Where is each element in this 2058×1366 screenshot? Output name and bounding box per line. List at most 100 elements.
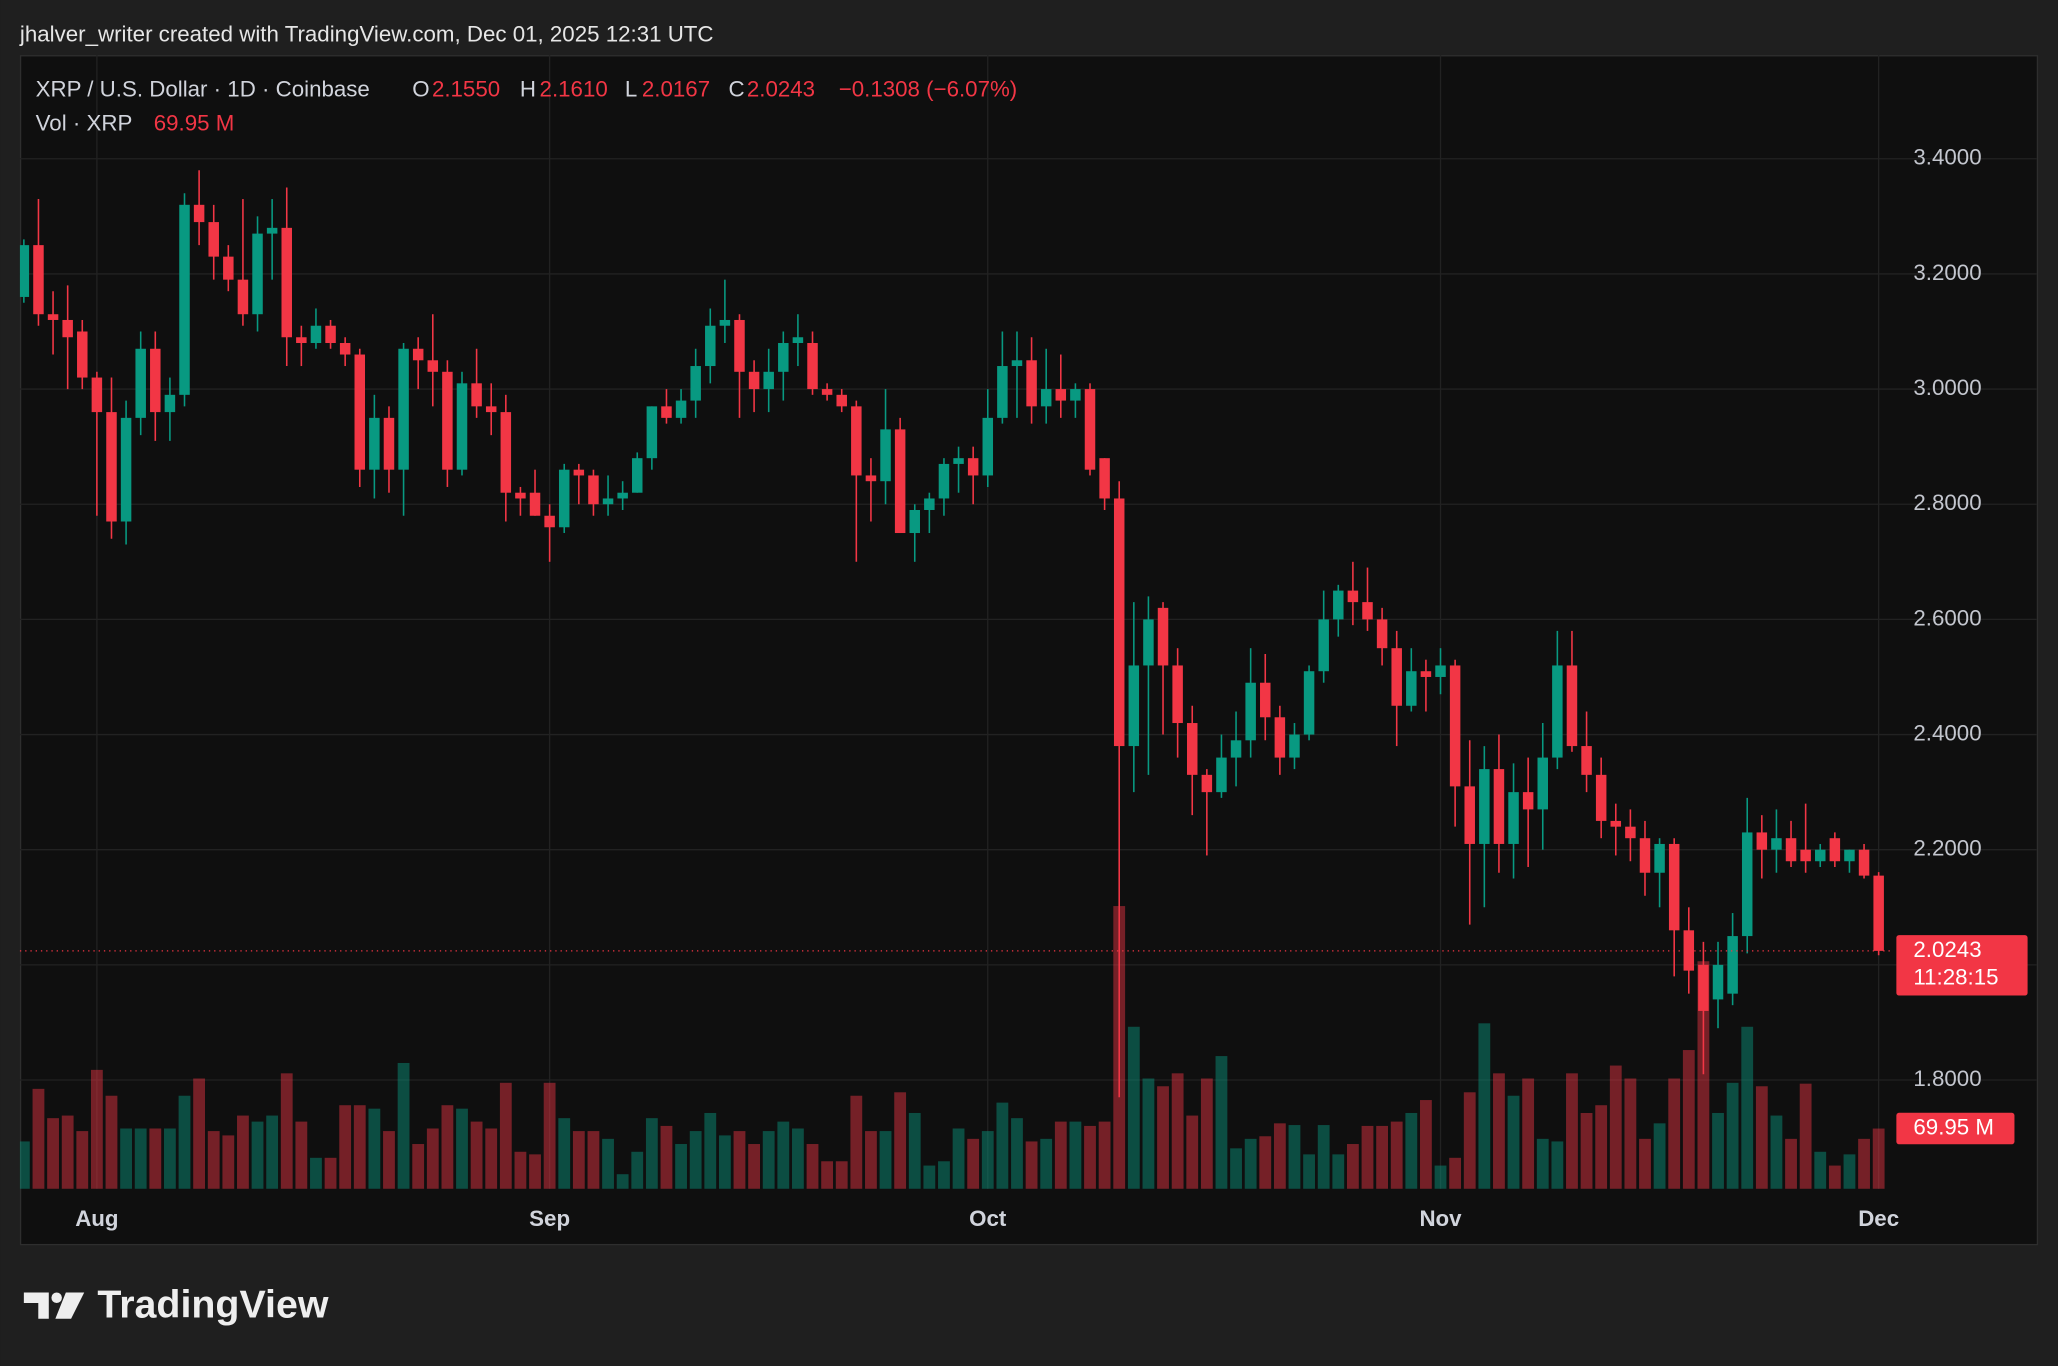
candle-body [1113, 498, 1125, 747]
candle-body [1172, 665, 1183, 724]
candle-body [967, 458, 979, 476]
candle-body [763, 371, 774, 390]
candle-body [47, 314, 59, 320]
candle-body [617, 492, 628, 499]
volume-bar [1726, 1082, 1739, 1189]
candle-body [1712, 964, 1724, 1000]
candle-body [1610, 820, 1622, 827]
volume-bar [134, 1128, 147, 1189]
candle-body [1858, 849, 1870, 876]
candle-body [1216, 757, 1227, 793]
candle-body [1844, 849, 1855, 862]
candle-body [851, 406, 862, 476]
volume-bar [1741, 1026, 1754, 1189]
volume-bar [222, 1135, 235, 1189]
candle-body [1756, 832, 1768, 850]
ohlc-value: 2.1610 [540, 76, 608, 101]
ohlc-prefix: C [729, 76, 745, 101]
candle-body [1464, 786, 1475, 844]
candle-body [705, 325, 716, 367]
candle-body [792, 337, 804, 344]
candle-body [1814, 849, 1826, 862]
candle-body [223, 256, 234, 280]
candle-body [807, 343, 818, 390]
volume-pane [19, 906, 1885, 1189]
volume-bar [806, 1144, 819, 1189]
volume-bar [602, 1138, 614, 1189]
volume-bar [1171, 1073, 1184, 1189]
ohlc-value: 2.0167 [642, 76, 710, 101]
volume-bar [733, 1131, 746, 1189]
volume-bar [1566, 1073, 1578, 1189]
countdown: 11:28:15 [1913, 964, 1998, 989]
candle-body [1522, 792, 1534, 810]
volume-bar [631, 1151, 644, 1189]
y-tick-label: 3.2000 [1913, 260, 1981, 285]
brand: TradingView [97, 1282, 329, 1326]
volume-badge-value: 69.95 M [1913, 1114, 1994, 1139]
candle-body [310, 325, 322, 344]
volume-bar [207, 1131, 220, 1189]
candle-body [1639, 838, 1651, 873]
candle-body [281, 227, 292, 338]
candle-body [106, 412, 117, 522]
candle-body [924, 498, 935, 510]
candle-body [427, 360, 439, 372]
candle-body [325, 325, 336, 344]
volume-bar [996, 1102, 1009, 1189]
candle-body [1493, 769, 1505, 844]
volume-bar [967, 1138, 980, 1189]
candle-body [1157, 607, 1169, 666]
candle-body [719, 319, 731, 326]
volume-bar [90, 1069, 103, 1189]
candle-body [558, 469, 570, 528]
x-tick-label: Nov [1419, 1206, 1462, 1231]
change: −0.1308 (−6.07%) [839, 76, 1018, 101]
candle-body [369, 417, 380, 470]
price-badge-value: 2.0243 [1913, 937, 1981, 962]
candle-body [179, 204, 190, 395]
volume-bar [32, 1088, 45, 1189]
ohlc-prefix: O [412, 76, 429, 101]
candle-body [734, 319, 745, 372]
y-tick-label: 2.6000 [1913, 605, 1981, 630]
candle-body [544, 515, 555, 528]
volume-bar [792, 1128, 804, 1189]
volume-bar [1536, 1138, 1549, 1189]
ohlc-prefix: H [520, 76, 536, 101]
candle-body [588, 475, 599, 505]
candle-body [573, 469, 585, 476]
volume-bar [105, 1095, 118, 1189]
volume-bar [1317, 1125, 1330, 1189]
candle-body [1055, 389, 1067, 401]
candle-body [91, 377, 103, 413]
volume-bar [1624, 1078, 1637, 1189]
candle-body [1391, 648, 1402, 706]
volume-badge [1896, 1112, 2015, 1145]
candle-body [412, 348, 424, 361]
volume-bar [1390, 1121, 1403, 1189]
volume-bar [938, 1161, 950, 1189]
candle-body [252, 233, 263, 315]
candle-body [997, 366, 1008, 418]
candle-body [135, 348, 146, 418]
candle-body [1566, 665, 1578, 747]
volume-bar [1653, 1123, 1666, 1189]
y-tick-label: 2.2000 [1913, 836, 1981, 861]
volume-bar [879, 1131, 892, 1189]
candle-body [1727, 936, 1738, 994]
volume-bar [558, 1118, 571, 1189]
candle-body [164, 394, 176, 413]
volume-bar [193, 1078, 206, 1189]
candle-body [880, 429, 891, 482]
price-badge [1896, 935, 2028, 996]
volume-bar [1098, 1121, 1111, 1189]
candle-body [1581, 746, 1592, 775]
volume-bar [251, 1121, 264, 1189]
candle-body [632, 458, 643, 493]
candle-body [1230, 740, 1242, 758]
volume-bar [748, 1144, 760, 1189]
x-tick-label: Oct [969, 1206, 1007, 1231]
volume-bar [280, 1073, 293, 1189]
y-tick-label: 2.4000 [1913, 720, 1981, 745]
